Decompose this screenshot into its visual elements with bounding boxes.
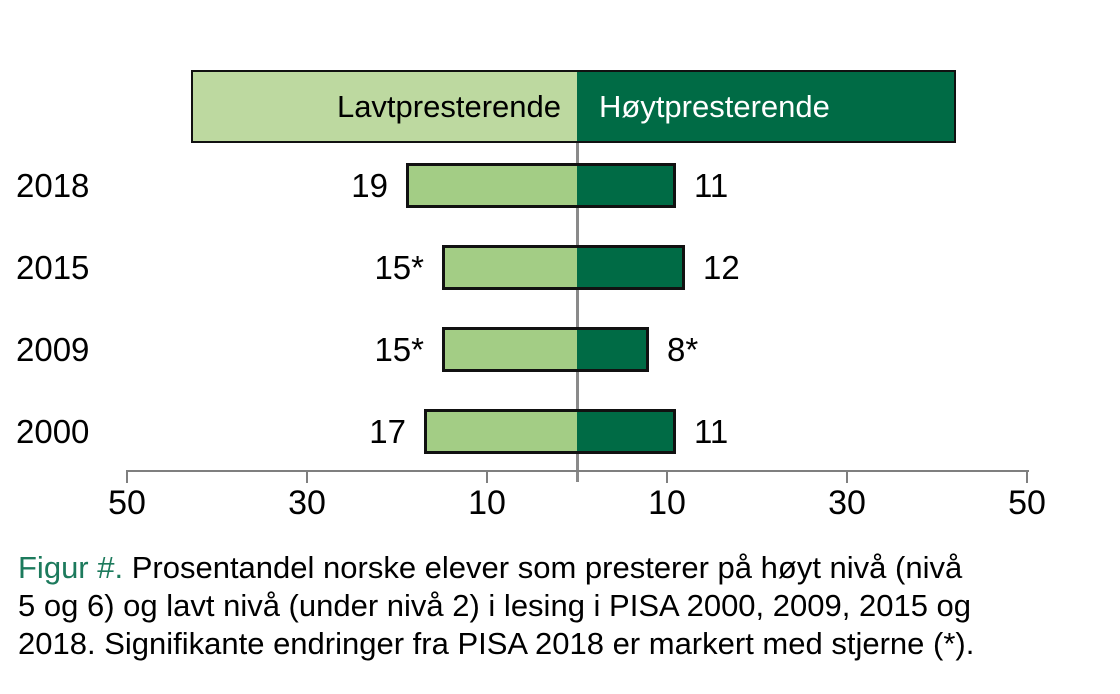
- caption-line: 2018. Signifikante endringer fra PISA 20…: [18, 626, 975, 661]
- left-value-label: 15*: [374, 331, 424, 368]
- x-tick-label: 50: [1008, 484, 1046, 522]
- legend-lavtpresterende: Lavtpresterende: [193, 72, 577, 141]
- x-tick-label: 30: [828, 484, 866, 522]
- zero-axis-line: [576, 143, 579, 482]
- right-value-label: 12: [703, 249, 740, 286]
- year-label: 2018: [16, 167, 90, 204]
- x-tick-label: 10: [648, 484, 686, 522]
- bar-hoytpresterende: [577, 248, 682, 287]
- bar-2015: [442, 245, 685, 290]
- bar-hoytpresterende: [577, 412, 673, 451]
- x-tick: [486, 470, 488, 483]
- bar-lavtpresterende: [445, 248, 577, 287]
- bar-2018: [406, 163, 676, 208]
- year-label: 2000: [16, 413, 90, 450]
- x-axis-line: [127, 470, 1029, 472]
- legend-header: Lavtpresterende Høytpresterende: [191, 70, 956, 143]
- right-value-label: 8*: [667, 331, 699, 368]
- x-tick: [666, 470, 668, 483]
- bar-lavtpresterende: [409, 166, 577, 205]
- bar-2009: [442, 327, 649, 372]
- right-value-label: 11: [694, 413, 729, 450]
- right-value-label: 11: [694, 167, 729, 204]
- year-label: 2015: [16, 249, 90, 286]
- x-tick: [846, 470, 848, 483]
- caption-text: Prosentandel norske elever som presterer…: [123, 550, 963, 585]
- x-tick-label: 50: [108, 484, 146, 522]
- legend-lavtpresterende-label: Lavtpresterende: [336, 89, 561, 124]
- bar-lavtpresterende: [445, 330, 577, 369]
- bar-hoytpresterende: [577, 330, 646, 369]
- x-tick-label: 10: [468, 484, 506, 522]
- x-tick: [126, 470, 128, 483]
- x-tick: [1026, 470, 1028, 483]
- bar-hoytpresterende: [577, 166, 673, 205]
- year-label: 2009: [16, 331, 90, 368]
- x-tick-label: 30: [288, 484, 326, 522]
- left-value-label: 19: [351, 167, 388, 204]
- legend-hoytpresterende-label: Høytpresterende: [599, 89, 830, 124]
- legend-hoytpresterende: Høytpresterende: [577, 72, 954, 141]
- x-tick: [306, 470, 308, 483]
- caption-line: 5 og 6) og lavt nivå (under nivå 2) i le…: [18, 588, 972, 623]
- left-value-label: 17: [369, 413, 406, 450]
- caption-line: Figur #. Prosentandel norske elever som …: [18, 549, 1108, 587]
- bar-lavtpresterende: [427, 412, 577, 451]
- bar-2000: [424, 409, 676, 454]
- figure-caption: Figur #. Prosentandel norske elever som …: [18, 549, 1108, 663]
- figure-label: Figur #.: [18, 550, 124, 585]
- left-value-label: 15*: [374, 249, 424, 286]
